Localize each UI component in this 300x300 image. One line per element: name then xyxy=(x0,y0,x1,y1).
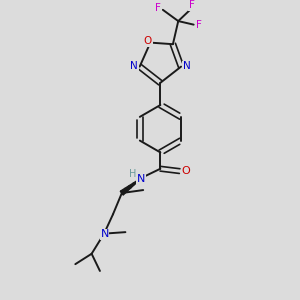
Text: N: N xyxy=(130,61,138,71)
Text: N: N xyxy=(100,229,109,239)
Text: F: F xyxy=(155,3,161,13)
Text: H: H xyxy=(129,169,136,179)
Text: N: N xyxy=(136,174,145,184)
Polygon shape xyxy=(120,178,142,195)
Text: O: O xyxy=(144,36,152,46)
Text: O: O xyxy=(181,166,190,176)
Text: N: N xyxy=(182,61,190,71)
Text: F: F xyxy=(196,20,202,30)
Text: F: F xyxy=(189,0,194,11)
